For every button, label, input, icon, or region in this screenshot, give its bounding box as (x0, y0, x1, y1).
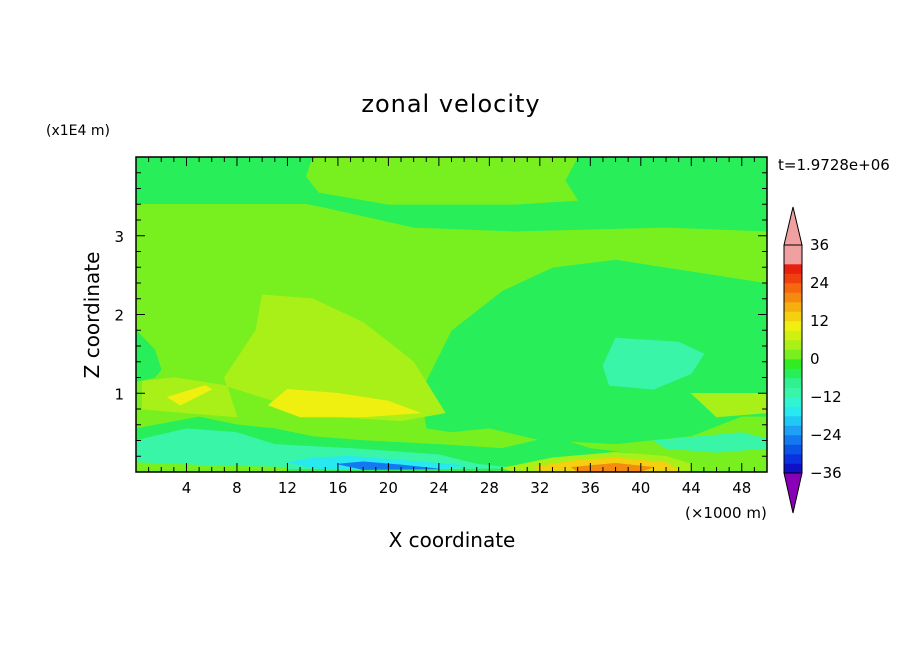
y-tick-label: 3 (114, 228, 124, 246)
field-region-8 (690, 392, 767, 418)
y-tick-label: 2 (114, 307, 124, 325)
field-region-4 (136, 329, 162, 382)
x-axis-label: X coordinate (389, 528, 516, 552)
field-region-6 (267, 388, 421, 418)
field-region-2 (306, 157, 579, 205)
colorbar-bin (784, 321, 802, 331)
x-tick-label: 36 (581, 479, 600, 497)
x-tick-label: 20 (379, 479, 398, 497)
colorbar-bin (784, 416, 802, 426)
colorbar-tick-label: −24 (810, 426, 842, 444)
colorbar-over-triangle (783, 206, 803, 246)
colorbar-bin (784, 273, 802, 284)
x-tick-label: 12 (278, 479, 297, 497)
contour-field (136, 157, 767, 472)
colorbar-bin (784, 378, 802, 388)
x-tick-label: 28 (480, 479, 499, 497)
y-unit-label: (x1E4 m) (46, 123, 110, 139)
colorbar-under-triangle (783, 472, 803, 514)
field-region-12 (652, 432, 767, 453)
colorbar-bin (784, 292, 802, 303)
colorbar-bin (784, 283, 802, 293)
colorbar-bin (784, 368, 802, 379)
colorbar-tick-label: 36 (810, 236, 829, 254)
field-region-5 (142, 294, 446, 422)
colorbar-tick-label: 12 (810, 312, 829, 330)
x-tick-label: 8 (232, 479, 242, 497)
x-tick-label: 40 (631, 479, 650, 497)
colorbar-bin (784, 397, 802, 407)
y-tick-label: 1 (114, 385, 124, 403)
x-tick-label: 4 (182, 479, 192, 497)
field-region-3 (136, 235, 767, 242)
y-axis-label: Z coordinate (80, 252, 104, 379)
colorbar-bin (784, 245, 802, 255)
x-tick-label: 24 (429, 479, 448, 497)
x-unit-label: (×1000 m) (685, 504, 767, 522)
colorbar-tick-label: 24 (810, 274, 829, 292)
chart-title: zonal velocity (361, 90, 540, 118)
field-region-10 (602, 337, 705, 390)
colorbar-bin (784, 264, 802, 274)
x-tick-label: 48 (732, 479, 751, 497)
colorbar: 36 24 12 0 −12 −24 −36 (783, 206, 842, 514)
x-tick-label: 32 (530, 479, 549, 497)
colorbar-tick-label: 0 (810, 350, 820, 368)
colorbar-bin (784, 387, 802, 398)
x-tick-label: 16 (328, 479, 347, 497)
colorbar-bin (784, 435, 802, 445)
colorbar-tick-label: −36 (810, 464, 842, 482)
colorbar-bin (784, 349, 802, 360)
field-region-7 (166, 385, 213, 406)
colorbar-bin (784, 330, 802, 341)
time-label: t=1.9728e+06 (778, 156, 890, 174)
colorbar-bin (784, 463, 802, 474)
colorbar-bin (784, 311, 802, 322)
colorbar-tick-label: −12 (810, 388, 842, 406)
colorbar-bin (784, 359, 802, 369)
colorbar-bin (784, 425, 802, 436)
colorbar-bin (784, 302, 802, 312)
colorbar-bin (784, 444, 802, 455)
colorbar-bin (784, 454, 802, 464)
colorbar-bin (784, 340, 802, 350)
colorbar-bin (784, 406, 802, 417)
x-tick-label: 44 (682, 479, 701, 497)
colorbar-bin (784, 254, 802, 265)
field-region-17 (570, 462, 654, 472)
